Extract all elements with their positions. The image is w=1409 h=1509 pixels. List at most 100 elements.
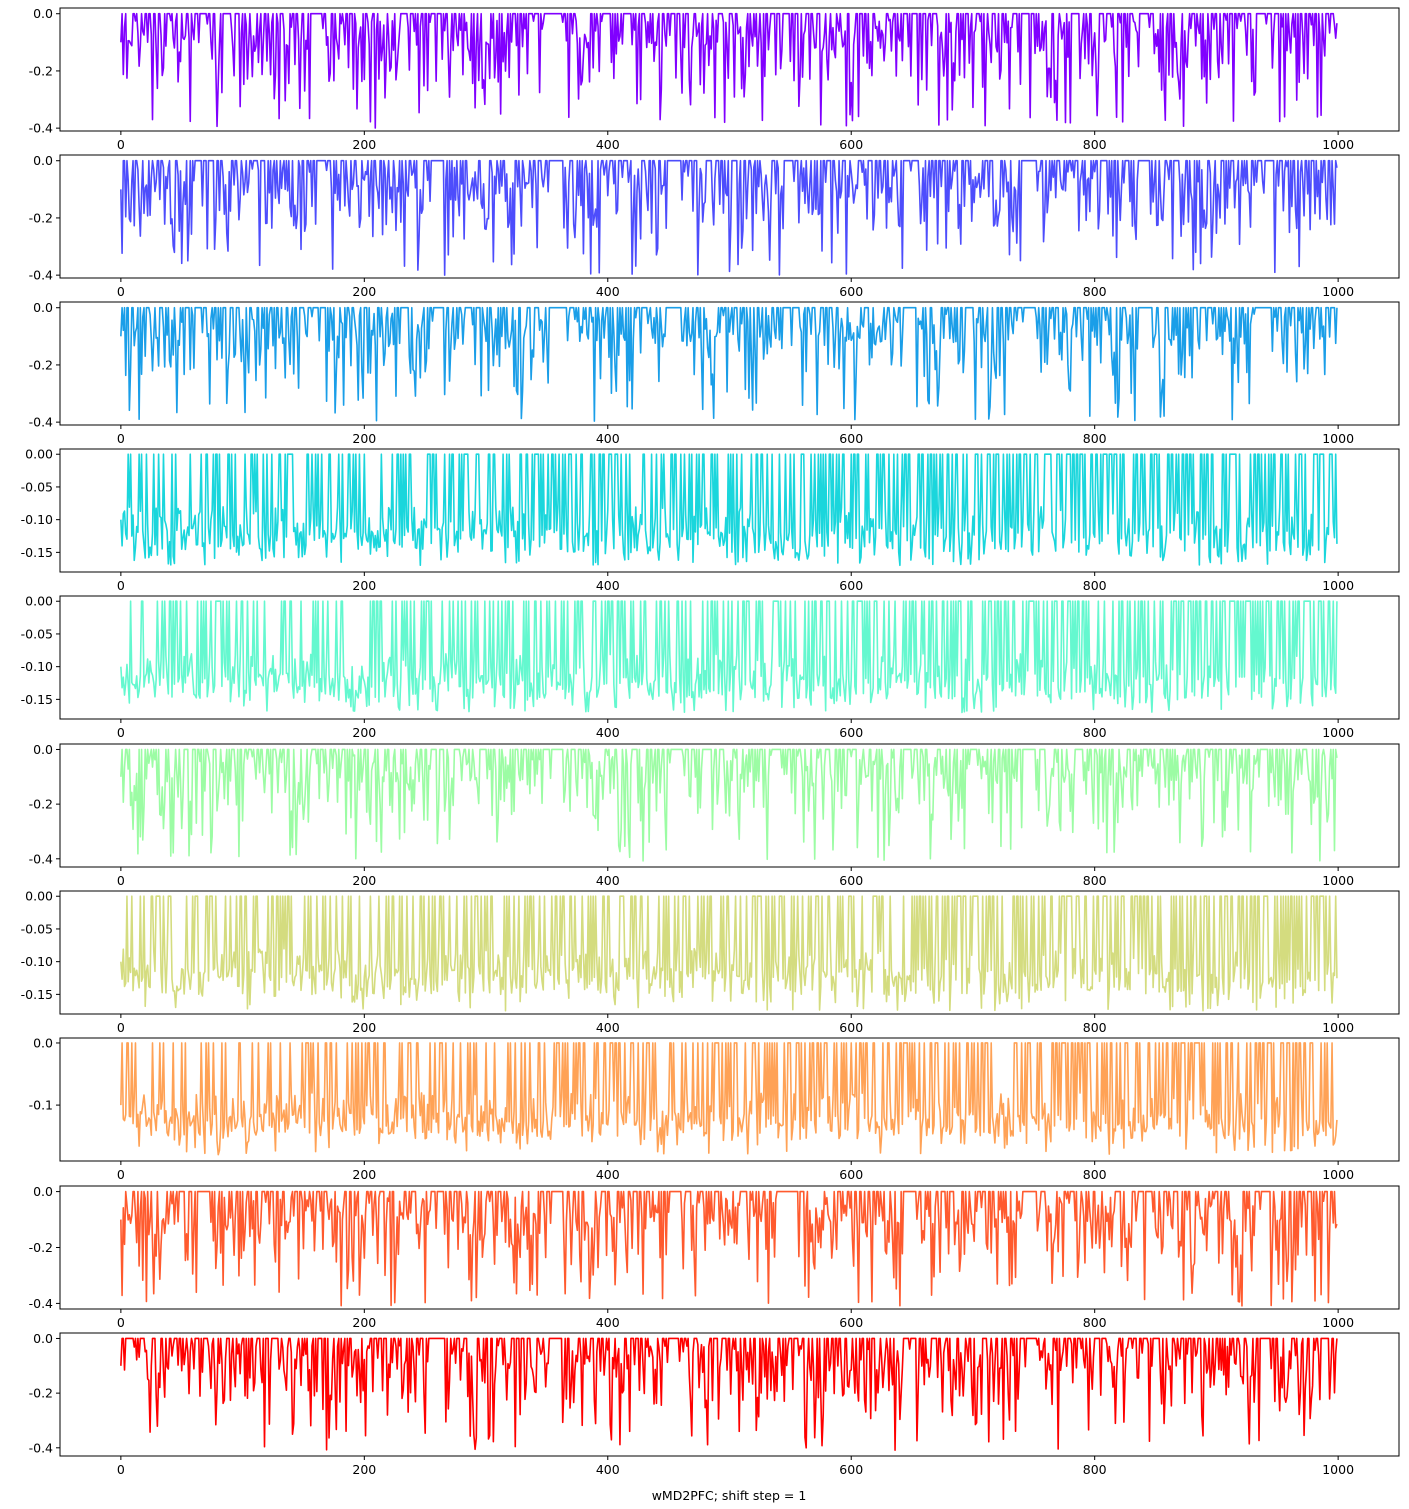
y-tick-label: -0.05 xyxy=(21,921,53,936)
series-line-7 xyxy=(120,895,1338,1012)
x-tick-label: 0 xyxy=(117,725,125,740)
y-tick-label: -0.2 xyxy=(29,210,53,225)
x-tick-label: 800 xyxy=(1083,578,1107,593)
y-tick-label: -0.4 xyxy=(29,268,53,283)
x-tick-label: 600 xyxy=(839,137,863,152)
y-tick-label: -0.15 xyxy=(21,545,53,560)
y-tick-label: 0.0 xyxy=(33,1035,53,1050)
x-tick-label: 800 xyxy=(1083,1462,1107,1477)
x-tick-label: 400 xyxy=(596,1315,620,1330)
x-tick-label: 800 xyxy=(1083,1315,1107,1330)
x-tick-label: 400 xyxy=(596,1462,620,1477)
x-tick-label: 0 xyxy=(117,873,125,888)
x-tick-label: 600 xyxy=(839,1462,863,1477)
y-tick-label: -0.10 xyxy=(21,659,53,674)
x-tick-label: 800 xyxy=(1083,431,1107,446)
y-tick-label: 0.00 xyxy=(25,447,53,462)
axes-frame-6 xyxy=(59,743,1400,868)
x-tick-label: 0 xyxy=(117,431,125,446)
y-tick-label: 0.0 xyxy=(33,6,53,21)
y-tick-label: -0.4 xyxy=(29,851,53,866)
x-tick-label: 200 xyxy=(352,873,376,888)
x-tick-label: 400 xyxy=(596,284,620,299)
x-tick-label: 600 xyxy=(839,1167,863,1182)
x-tick-label: 400 xyxy=(596,578,620,593)
x-tick-label: 200 xyxy=(352,1462,376,1477)
y-tick-label: -0.4 xyxy=(29,415,53,430)
axes-frame-8 xyxy=(59,1037,1400,1162)
y-tick-label: 0.00 xyxy=(25,889,53,904)
x-tick-label: 1000 xyxy=(1322,873,1354,888)
x-tick-label: 600 xyxy=(839,1315,863,1330)
series-line-5 xyxy=(120,600,1338,714)
axes-frame-10 xyxy=(59,1332,1400,1457)
y-tick-label: -0.05 xyxy=(21,479,53,494)
axes-frame-3 xyxy=(59,301,1400,426)
x-tick-label: 600 xyxy=(839,873,863,888)
x-tick-label: 1000 xyxy=(1322,1020,1354,1035)
y-tick-label: -0.4 xyxy=(29,121,53,136)
x-tick-label: 0 xyxy=(117,137,125,152)
x-tick-label: 800 xyxy=(1083,873,1107,888)
series-line-3 xyxy=(120,306,1338,422)
x-tick-label: 200 xyxy=(352,1315,376,1330)
x-tick-label: 600 xyxy=(839,1020,863,1035)
subplot-9: 0.0 -0.2 -0.4 0 200 400 600 800 1000 xyxy=(29,1184,1400,1330)
subplot-4: 0.00 -0.05 -0.10 -0.15 0 200 400 600 800 1000 xyxy=(21,447,1400,593)
y-tick-label: -0.4 xyxy=(29,1296,53,1311)
subplot-3: 0.0 -0.2 -0.4 0 200 400 600 800 1000 xyxy=(29,300,1400,446)
y-tick-label: -0.15 xyxy=(21,692,53,707)
x-tick-label: 400 xyxy=(596,431,620,446)
x-tick-label: 0 xyxy=(117,1167,125,1182)
series-line-10 xyxy=(120,1337,1338,1451)
y-tick-label: 0.0 xyxy=(33,742,53,757)
y-tick-label: -0.2 xyxy=(29,63,53,78)
x-tick-label: 1000 xyxy=(1322,578,1354,593)
x-tick-label: 200 xyxy=(352,1167,376,1182)
x-tick-label: 200 xyxy=(352,137,376,152)
y-tick-label: 0.0 xyxy=(33,1184,53,1199)
x-axis-label: wMD2PFC; shift step = 1 xyxy=(652,1488,807,1503)
x-tick-label: 200 xyxy=(352,284,376,299)
y-tick-label: -0.10 xyxy=(21,512,53,527)
x-tick-label: 600 xyxy=(839,284,863,299)
x-tick-label: 0 xyxy=(117,578,125,593)
series-line-6 xyxy=(120,748,1338,862)
series-line-4 xyxy=(120,453,1338,567)
y-tick-label: -0.4 xyxy=(29,1440,53,1455)
y-tick-label: 0.0 xyxy=(33,1331,53,1346)
axes-frame-1 xyxy=(59,7,1400,132)
y-tick-label: 0.0 xyxy=(33,300,53,315)
y-tick-label: -0.2 xyxy=(29,357,53,372)
subplot-7: 0.00 -0.05 -0.10 -0.15 0 200 400 600 800 1000 xyxy=(21,889,1400,1035)
axes-frame-5 xyxy=(59,595,1400,720)
x-tick-label: 800 xyxy=(1083,137,1107,152)
x-tick-label: 200 xyxy=(352,725,376,740)
y-tick-label: -0.1 xyxy=(29,1098,53,1113)
axes-frame-4 xyxy=(59,448,1400,573)
x-tick-label: 800 xyxy=(1083,1020,1107,1035)
series-line-8 xyxy=(120,1042,1338,1156)
x-tick-label: 1000 xyxy=(1322,1462,1354,1477)
y-tick-label: -0.2 xyxy=(29,1386,53,1401)
axes-frame-2 xyxy=(59,154,1400,279)
subplot-2: 0.0 -0.2 -0.4 0 200 400 600 800 1000 xyxy=(29,153,1400,299)
x-tick-label: 0 xyxy=(117,1020,125,1035)
subplot-1: 0.0 -0.2 -0.4 0 200 400 600 800 1000 xyxy=(29,6,1400,152)
subplot-6: 0.0 -0.2 -0.4 0 200 400 600 800 1000 xyxy=(29,742,1400,888)
y-tick-label: -0.2 xyxy=(29,1240,53,1255)
x-tick-label: 0 xyxy=(117,1462,125,1477)
subplot-5: 0.00 -0.05 -0.10 -0.15 0 200 400 600 800 1000 xyxy=(21,594,1400,740)
x-tick-label: 1000 xyxy=(1322,284,1354,299)
x-tick-label: 600 xyxy=(839,431,863,446)
x-tick-label: 200 xyxy=(352,431,376,446)
x-tick-label: 400 xyxy=(596,873,620,888)
x-tick-label: 200 xyxy=(352,578,376,593)
series-line-9 xyxy=(120,1190,1338,1307)
x-tick-label: 800 xyxy=(1083,284,1107,299)
x-tick-label: 400 xyxy=(596,1020,620,1035)
y-tick-label: -0.2 xyxy=(29,797,53,812)
x-tick-label: 400 xyxy=(596,1167,620,1182)
subplot-10: 0.0 -0.2 -0.4 0 200 400 600 800 1000 xyxy=(29,1331,1400,1477)
